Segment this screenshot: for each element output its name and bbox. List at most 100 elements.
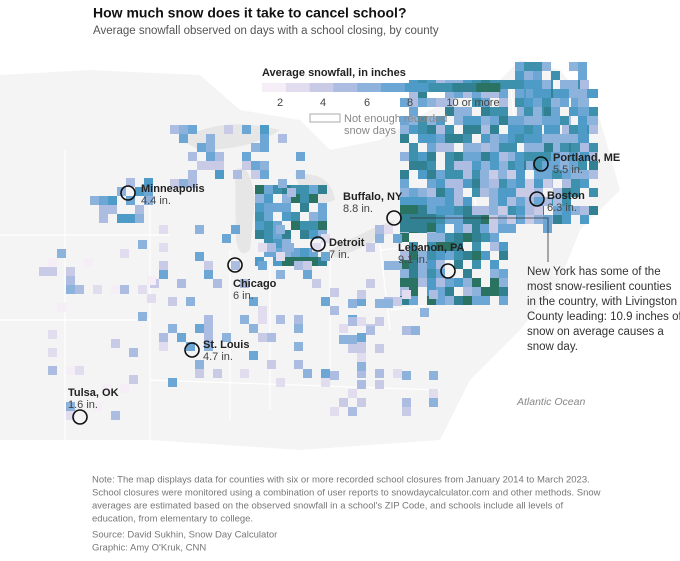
county — [578, 116, 587, 125]
county — [300, 230, 309, 239]
county — [177, 279, 186, 288]
county — [524, 125, 533, 134]
county — [427, 206, 436, 215]
county — [357, 380, 366, 389]
county — [204, 333, 213, 342]
county — [436, 179, 445, 188]
county — [526, 161, 535, 170]
county — [318, 221, 327, 230]
county — [463, 89, 472, 98]
county — [481, 98, 490, 107]
county — [418, 134, 427, 143]
city-value: 5.5 in. — [553, 164, 583, 176]
county — [206, 134, 215, 143]
county — [543, 224, 552, 233]
county — [498, 206, 507, 215]
county — [375, 369, 384, 378]
county — [454, 170, 463, 179]
city-value: 6.3 in. — [547, 202, 577, 214]
county — [138, 240, 147, 249]
legend-swatch — [309, 83, 334, 92]
county — [258, 261, 267, 270]
county — [578, 125, 587, 134]
county — [409, 205, 418, 214]
county — [66, 285, 75, 294]
county — [524, 152, 533, 161]
county — [569, 80, 578, 89]
county — [499, 116, 508, 125]
county — [490, 161, 499, 170]
county — [224, 125, 233, 134]
county — [427, 98, 436, 107]
county — [418, 214, 427, 223]
county — [321, 369, 330, 378]
county — [463, 116, 472, 125]
county — [481, 152, 490, 161]
county — [282, 203, 291, 212]
county — [436, 287, 445, 296]
county — [339, 335, 348, 344]
legend-swatch — [381, 83, 406, 92]
city-name: Tulsa, OK — [68, 387, 119, 399]
county — [400, 205, 409, 214]
county — [562, 125, 571, 134]
county — [90, 196, 99, 205]
county — [366, 326, 375, 335]
county — [490, 134, 499, 143]
city-value: 4.4 in. — [141, 195, 171, 207]
county — [589, 116, 598, 125]
county — [312, 279, 321, 288]
county — [258, 243, 267, 252]
county — [562, 197, 571, 206]
county — [472, 251, 481, 260]
city-value: 8.8 in. — [343, 203, 373, 215]
county — [300, 194, 309, 203]
county — [402, 398, 411, 407]
county — [409, 89, 418, 98]
county — [580, 143, 589, 152]
county — [480, 206, 489, 215]
county — [445, 161, 454, 170]
county — [357, 317, 366, 326]
city-name: Portland, ME — [553, 152, 620, 164]
county — [508, 152, 517, 161]
county — [515, 98, 524, 107]
county — [524, 134, 533, 143]
county — [499, 161, 508, 170]
county — [393, 369, 402, 378]
county — [534, 179, 543, 188]
county — [282, 212, 291, 221]
county — [472, 224, 481, 233]
county — [515, 125, 524, 134]
county — [375, 234, 384, 243]
county — [296, 170, 305, 179]
county — [526, 89, 535, 98]
county — [321, 297, 330, 306]
legend-swatch — [404, 83, 429, 92]
county — [507, 179, 516, 188]
counties — [39, 62, 598, 420]
county — [222, 234, 231, 243]
county — [291, 212, 300, 221]
county — [409, 242, 418, 251]
county — [409, 125, 418, 134]
county — [499, 251, 508, 260]
county — [120, 249, 129, 258]
county — [534, 170, 543, 179]
county — [553, 143, 562, 152]
county — [267, 360, 276, 369]
county — [260, 143, 269, 152]
county — [542, 98, 551, 107]
county — [294, 360, 303, 369]
county — [533, 98, 542, 107]
county — [436, 206, 445, 215]
county — [589, 152, 598, 161]
city-marker — [184, 342, 200, 358]
county — [463, 269, 472, 278]
county — [551, 161, 560, 170]
county — [454, 188, 463, 197]
county — [348, 407, 357, 416]
county — [409, 107, 418, 116]
county — [515, 161, 524, 170]
